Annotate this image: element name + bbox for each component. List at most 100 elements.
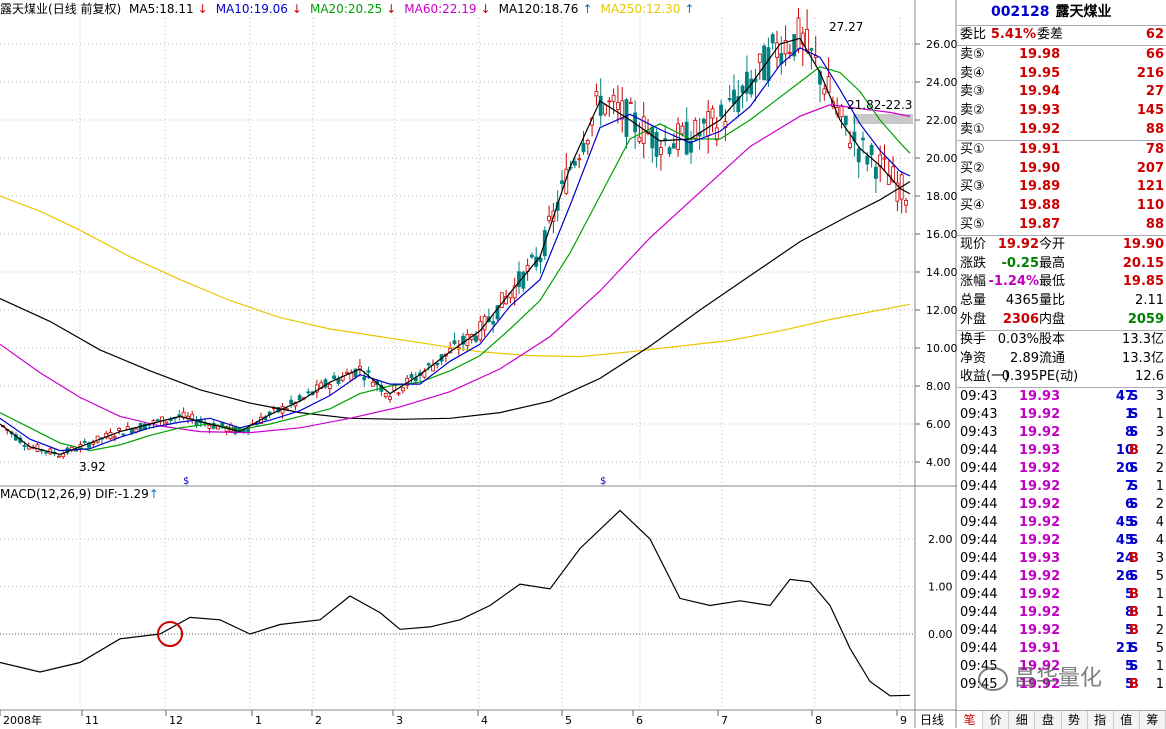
candle: [164, 421, 169, 427]
period-label[interactable]: 日线: [920, 713, 944, 727]
tick-volume: 8: [1124, 425, 1134, 441]
ma-line-ma20: [0, 66, 911, 452]
macd-tick-label: 1.00: [928, 581, 953, 594]
tick-price: 19.92: [1019, 497, 1061, 513]
tick-price: 19.93: [1019, 551, 1061, 567]
book-row[interactable]: 买③ 19.89 121: [957, 178, 1166, 197]
candle: [904, 197, 908, 214]
stat-row: 净资 2.89 流通 13.3亿: [957, 350, 1166, 369]
book-row[interactable]: 买④ 19.88 110: [957, 197, 1166, 216]
tick-time: 09:43: [960, 407, 998, 423]
book-row[interactable]: 买⑤ 19.87 88: [957, 216, 1166, 235]
high-annotation: 27.27: [829, 20, 863, 34]
tick-row: 09:45 19.92 5 B 1: [957, 676, 1166, 694]
candle: [628, 97, 633, 104]
book-row[interactable]: 卖① 19.92 88: [957, 121, 1166, 140]
candle: [822, 84, 827, 101]
watermark-text: 昌华量化: [1014, 666, 1103, 691]
ma-arrow: ↑: [684, 2, 695, 16]
tick-volume: 45: [1115, 533, 1134, 549]
stat-value: 2.11: [1135, 293, 1164, 309]
tick-row: 09:44 19.92 26 S 5: [957, 568, 1166, 586]
stat-key: 量比: [1039, 293, 1066, 309]
candle: [117, 427, 121, 435]
book-row[interactable]: 买② 19.90 207: [957, 160, 1166, 179]
candle: [491, 314, 496, 333]
time-axis-label: 9: [900, 714, 907, 727]
candle: [891, 156, 895, 184]
tick-time: 09:44: [960, 461, 998, 477]
stat-row: 涨跌 -0.25 最高 20.15: [957, 255, 1166, 274]
candle: [323, 377, 328, 389]
stat-value: -1.24%: [988, 274, 1040, 290]
tab-2[interactable]: 细: [1009, 711, 1036, 729]
stat-key: 今开: [1039, 236, 1066, 252]
tick-time: 09:44: [960, 641, 998, 657]
time-axis-label: 1: [255, 714, 262, 727]
book-volume: 121: [1136, 179, 1164, 195]
price-tick-label: 16.00: [926, 228, 957, 241]
kline-chart[interactable]: 26.0024.0022.0020.0018.0016.0014.0012.00…: [0, 0, 957, 728]
tab-1[interactable]: 价: [983, 711, 1010, 729]
book-row[interactable]: 卖③ 19.94 27: [957, 83, 1166, 102]
candle: [757, 53, 762, 80]
tick-count: 4: [1155, 515, 1164, 531]
tick-price: 19.92: [1019, 407, 1061, 423]
stat-value: 2.89: [1010, 350, 1039, 366]
book-row[interactable]: 买① 19.91 78: [957, 141, 1166, 160]
stat-key: 内盘: [1039, 311, 1066, 327]
stat-row: 总量 4365 量比 2.11: [957, 292, 1166, 311]
tick-time: 09:44: [960, 551, 998, 567]
stat-value: 19.92: [997, 236, 1039, 252]
tab-5[interactable]: 指: [1088, 711, 1114, 729]
candle: [306, 388, 311, 397]
ma-value: MA20:20.25: [309, 2, 383, 16]
book-row[interactable]: 卖⑤ 19.98 66: [957, 46, 1166, 65]
tick-row: 09:44 19.92 5 B 2: [957, 622, 1166, 640]
candle: [620, 87, 625, 133]
tick-count: 2: [1155, 497, 1164, 513]
book-row[interactable]: 卖④ 19.95 216: [957, 65, 1166, 84]
stat-key: 总量: [960, 293, 987, 309]
tick-price: 19.92: [1019, 479, 1061, 495]
candle: [856, 147, 861, 179]
book-volume: 88: [1145, 216, 1164, 232]
candle: [719, 99, 723, 120]
candle: [35, 442, 40, 453]
candle: [112, 433, 117, 442]
macd-panel[interactable]: [0, 509, 911, 697]
tab-6[interactable]: 值: [1114, 711, 1140, 729]
tick-row: 09:44 19.93 24 B 3: [957, 550, 1166, 568]
candle: [560, 170, 564, 193]
tick-volume: 45: [1115, 515, 1134, 531]
candle: [517, 261, 521, 295]
candle: [327, 381, 332, 396]
candle: [895, 170, 900, 212]
tick-side: B: [1129, 677, 1139, 693]
book-volume: 78: [1145, 141, 1164, 157]
stock-name: 露天煤业: [0, 2, 49, 16]
book-row[interactable]: 卖② 19.93 145: [957, 102, 1166, 121]
stat-value: 2059: [1127, 311, 1164, 327]
book-volume: 88: [1145, 121, 1164, 137]
time-axis-label: 3: [396, 714, 403, 727]
candle: [332, 372, 337, 380]
price-tick-label: 14.00: [926, 266, 957, 279]
tick-price: 19.93: [1019, 389, 1061, 405]
time-axis-label: 6: [636, 714, 643, 727]
tab-4[interactable]: 势: [1062, 711, 1088, 729]
weibi-value: 5.41%: [990, 27, 1036, 42]
tick-row: 09:44 19.92 5 B 1: [957, 586, 1166, 604]
book-level: 买④: [960, 198, 985, 214]
tab-3[interactable]: 盘: [1035, 711, 1062, 729]
tick-time: 09:44: [960, 533, 998, 549]
book-level: 买②: [960, 160, 985, 176]
tab-0[interactable]: 笔: [957, 711, 984, 729]
tick-list[interactable]: 09:43 19.93 47 S 3 09:43 19.92 1 S 1 09:43 19.92 8 S 3…: [957, 388, 1166, 694]
price-highlight-band: [853, 114, 913, 124]
tab-7[interactable]: 筹: [1140, 711, 1166, 729]
tick-side: B: [1129, 587, 1139, 603]
candle: [512, 277, 517, 306]
tick-volume: 10: [1115, 443, 1134, 459]
candle: [689, 130, 693, 164]
